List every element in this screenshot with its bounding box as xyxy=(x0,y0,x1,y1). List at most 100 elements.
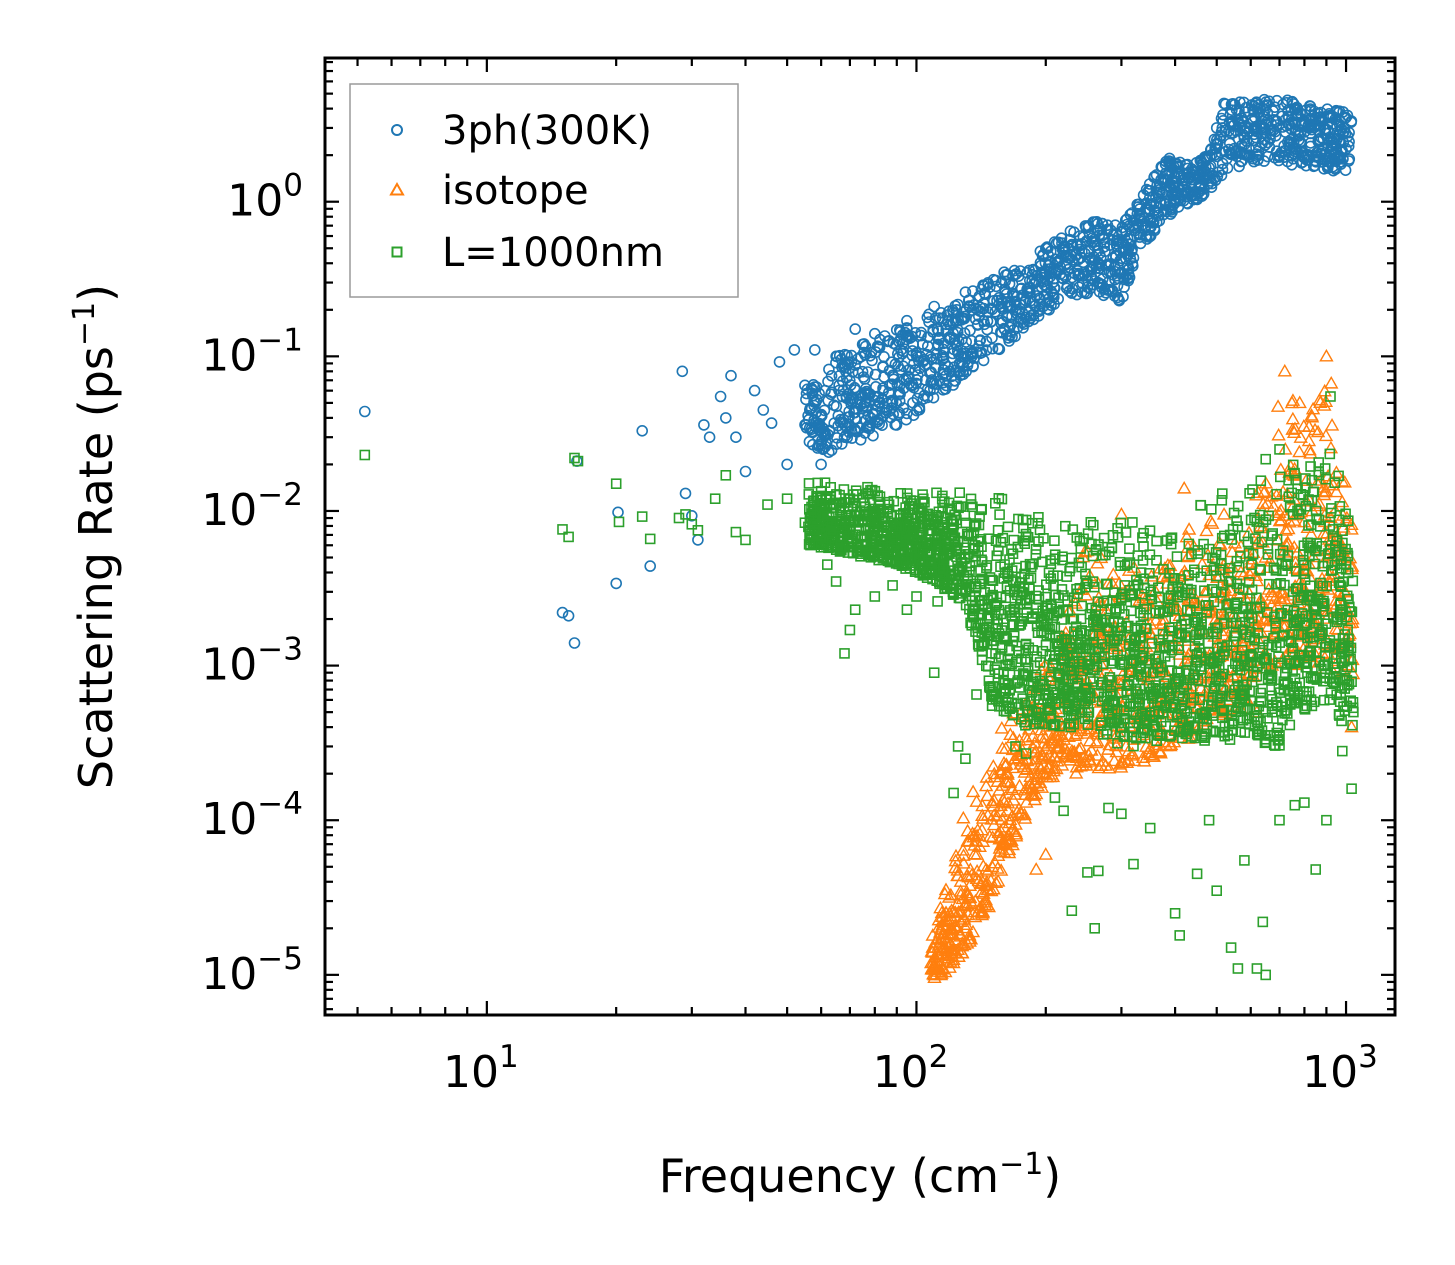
square-point xyxy=(1216,494,1228,506)
circle-point xyxy=(886,396,899,409)
circle-point xyxy=(803,435,816,448)
circle-point xyxy=(869,368,882,381)
triangle-point xyxy=(1260,496,1275,509)
triangle-point xyxy=(1251,613,1266,626)
triangle-point xyxy=(984,859,1000,872)
square-point xyxy=(1263,510,1274,522)
triangle-point xyxy=(1148,613,1164,626)
circle-point xyxy=(1023,306,1035,318)
triangle-point xyxy=(1018,780,1034,794)
circle-point xyxy=(964,347,977,360)
triangle-point xyxy=(1143,747,1158,761)
square-point xyxy=(1033,511,1044,523)
triangle-point xyxy=(1324,375,1339,389)
square-point xyxy=(1190,654,1202,666)
circle-point xyxy=(977,354,990,367)
square-point xyxy=(994,509,1005,520)
circle-point xyxy=(1345,115,1358,127)
circle-point xyxy=(1060,282,1073,295)
square-point xyxy=(1138,610,1149,621)
triangle-point xyxy=(1109,744,1124,758)
circle-point xyxy=(984,302,997,315)
circle-point xyxy=(926,374,938,386)
square-point xyxy=(1199,585,1210,597)
circle-point xyxy=(977,315,990,328)
circle-point xyxy=(1023,285,1035,298)
triangle-point xyxy=(1019,795,1034,808)
square-point xyxy=(1285,501,1296,513)
triangle-point xyxy=(1028,862,1044,875)
triangle-point xyxy=(1073,740,1089,754)
square-point xyxy=(1333,514,1345,526)
triangle-point xyxy=(1002,812,1018,826)
triangle-point xyxy=(934,966,949,979)
circle-point xyxy=(781,458,793,471)
triangle-point xyxy=(941,890,957,903)
triangle-point xyxy=(1199,605,1215,619)
triangle-point xyxy=(1325,570,1341,583)
triangle-point xyxy=(960,907,976,921)
triangle-point xyxy=(925,940,940,953)
circle-point xyxy=(1322,161,1334,174)
triangle-point xyxy=(1046,761,1062,774)
triangle-point xyxy=(1155,569,1171,583)
triangle-point xyxy=(976,858,991,872)
triangle-point xyxy=(990,774,1005,787)
triangle-point xyxy=(1156,612,1171,625)
circle-point xyxy=(893,336,906,348)
triangle-point xyxy=(974,906,990,919)
triangle-point xyxy=(1038,847,1053,860)
triangle-point xyxy=(1180,549,1196,563)
triangle-point xyxy=(1025,757,1040,770)
circle-point xyxy=(1168,180,1181,193)
circle-point xyxy=(1286,96,1299,108)
circle-point xyxy=(986,342,999,355)
triangle-point xyxy=(1017,765,1032,778)
circle-point xyxy=(859,427,871,439)
circle-point xyxy=(1009,330,1021,343)
circle-point xyxy=(1040,280,1053,293)
circle-point xyxy=(996,296,1009,309)
circle-point xyxy=(906,345,919,357)
square-point xyxy=(1200,706,1212,718)
circle-point xyxy=(692,534,704,546)
triangle-point xyxy=(1067,744,1082,758)
square-point xyxy=(1243,577,1255,588)
circle-point xyxy=(836,390,849,403)
triangle-point xyxy=(926,966,941,980)
triangle-point xyxy=(1273,462,1289,475)
triangle-point xyxy=(1169,599,1184,612)
triangle-point xyxy=(1090,748,1105,761)
circle-point xyxy=(1232,113,1244,126)
triangle-point xyxy=(1315,646,1330,660)
triangle-point xyxy=(985,830,1000,843)
circle-point xyxy=(887,373,900,386)
triangle-point xyxy=(1017,807,1032,821)
circle-point xyxy=(1216,157,1229,170)
circle-point xyxy=(1283,138,1295,151)
triangle-point xyxy=(1143,741,1158,755)
circle-point xyxy=(856,338,869,351)
triangle-point xyxy=(1080,543,1095,557)
triangle-point xyxy=(998,741,1014,754)
series-square xyxy=(359,391,1359,981)
square-point xyxy=(1002,521,1014,533)
triangle-point xyxy=(972,839,987,852)
circle-point xyxy=(1329,113,1341,126)
square-point xyxy=(1195,499,1206,511)
circle-point xyxy=(1197,158,1210,170)
triangle-point xyxy=(1329,484,1344,498)
square-point xyxy=(1144,525,1156,537)
circle-point xyxy=(1102,284,1114,296)
circle-point xyxy=(1211,150,1223,163)
circle-point xyxy=(935,306,947,319)
triangle-point xyxy=(1292,395,1307,409)
triangle-point xyxy=(1106,567,1121,580)
triangle-point xyxy=(951,949,966,962)
triangle-point xyxy=(1239,546,1254,559)
triangle-point xyxy=(963,890,978,904)
square-point xyxy=(1112,737,1123,749)
circle-point xyxy=(800,387,813,400)
circle-point xyxy=(1292,126,1304,138)
triangle-point xyxy=(1069,759,1084,773)
